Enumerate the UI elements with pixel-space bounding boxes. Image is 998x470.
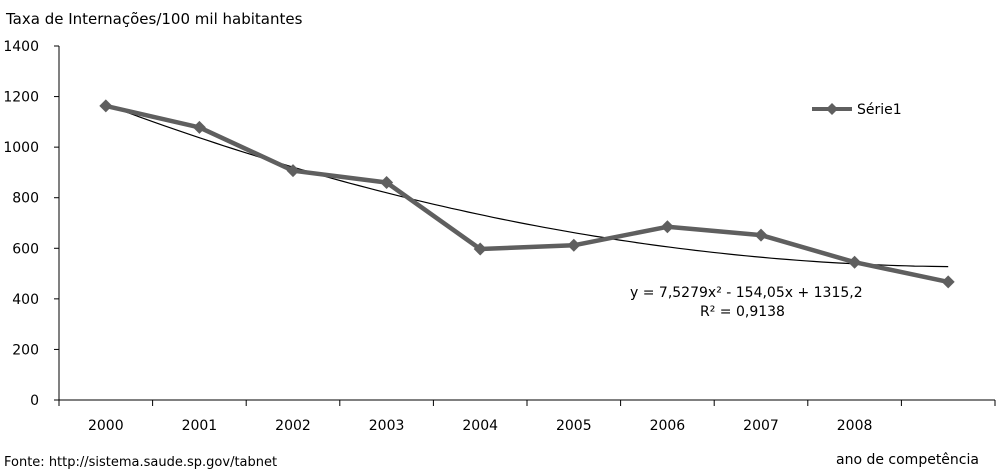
trendline-equation: y = 7,5279x² - 154,05x + 1315,2 <box>630 285 863 301</box>
data-point <box>473 242 487 256</box>
y-tick-label: 200 <box>12 342 39 358</box>
y-tick-label: 1200 <box>3 90 39 106</box>
y-axis-title: Taxa de Internações/100 mil habitantes <box>5 10 303 28</box>
y-tick-label: 1000 <box>3 140 39 156</box>
trendline-r-squared: R² = 0,9138 <box>700 304 785 320</box>
series-line <box>105 103 949 285</box>
x-tick-label: 2001 <box>182 418 218 434</box>
x-axis-title: ano de competência <box>836 452 979 468</box>
data-point <box>99 99 113 113</box>
source-note: Fonte: http://sistema.saude.sp.gov/tabne… <box>4 455 278 470</box>
y-tick-label: 600 <box>12 241 39 257</box>
x-tick-label: 2003 <box>369 418 405 434</box>
data-point <box>192 120 206 134</box>
data-point <box>286 164 300 178</box>
series-group <box>99 99 955 289</box>
data-point <box>567 238 581 252</box>
y-tick-label: 1400 <box>3 39 39 55</box>
y-axis: 0 200 400 600 800 1000 1200 1400 <box>3 39 60 409</box>
trendline-curve <box>105 103 949 268</box>
y-tick-label: 800 <box>12 191 39 207</box>
legend-marker <box>826 103 838 115</box>
x-axis: 2000 2001 2002 2003 2004 2005 2006 2007 2008 <box>58 399 996 434</box>
x-tick-label: 2007 <box>743 418 779 434</box>
data-point <box>380 176 394 190</box>
y-tick-label: 0 <box>30 393 39 409</box>
data-point <box>941 275 955 289</box>
data-point <box>660 220 674 234</box>
x-tick-label: 2005 <box>556 418 592 434</box>
trendline <box>105 103 949 268</box>
legend: Série1 <box>812 102 902 118</box>
y-tick-label: 400 <box>12 292 39 308</box>
x-tick-label: 2008 <box>837 418 873 434</box>
data-point <box>754 228 768 242</box>
x-tick-label: 2004 <box>462 418 498 434</box>
x-tick-label: 2006 <box>650 418 686 434</box>
x-tick-label: 2002 <box>275 418 311 434</box>
data-point <box>848 255 862 269</box>
legend-label: Série1 <box>857 102 902 118</box>
x-tick-label: 2000 <box>88 418 124 434</box>
